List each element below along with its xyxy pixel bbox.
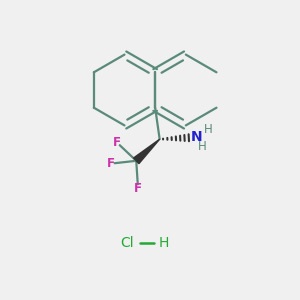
Text: F: F [106,157,115,170]
Text: N: N [190,130,202,144]
Text: H: H [198,140,207,153]
Text: H: H [158,236,169,250]
Text: F: F [134,182,142,195]
Text: F: F [113,136,122,149]
Text: H: H [204,123,213,136]
Polygon shape [134,139,160,164]
Text: Cl: Cl [121,236,134,250]
